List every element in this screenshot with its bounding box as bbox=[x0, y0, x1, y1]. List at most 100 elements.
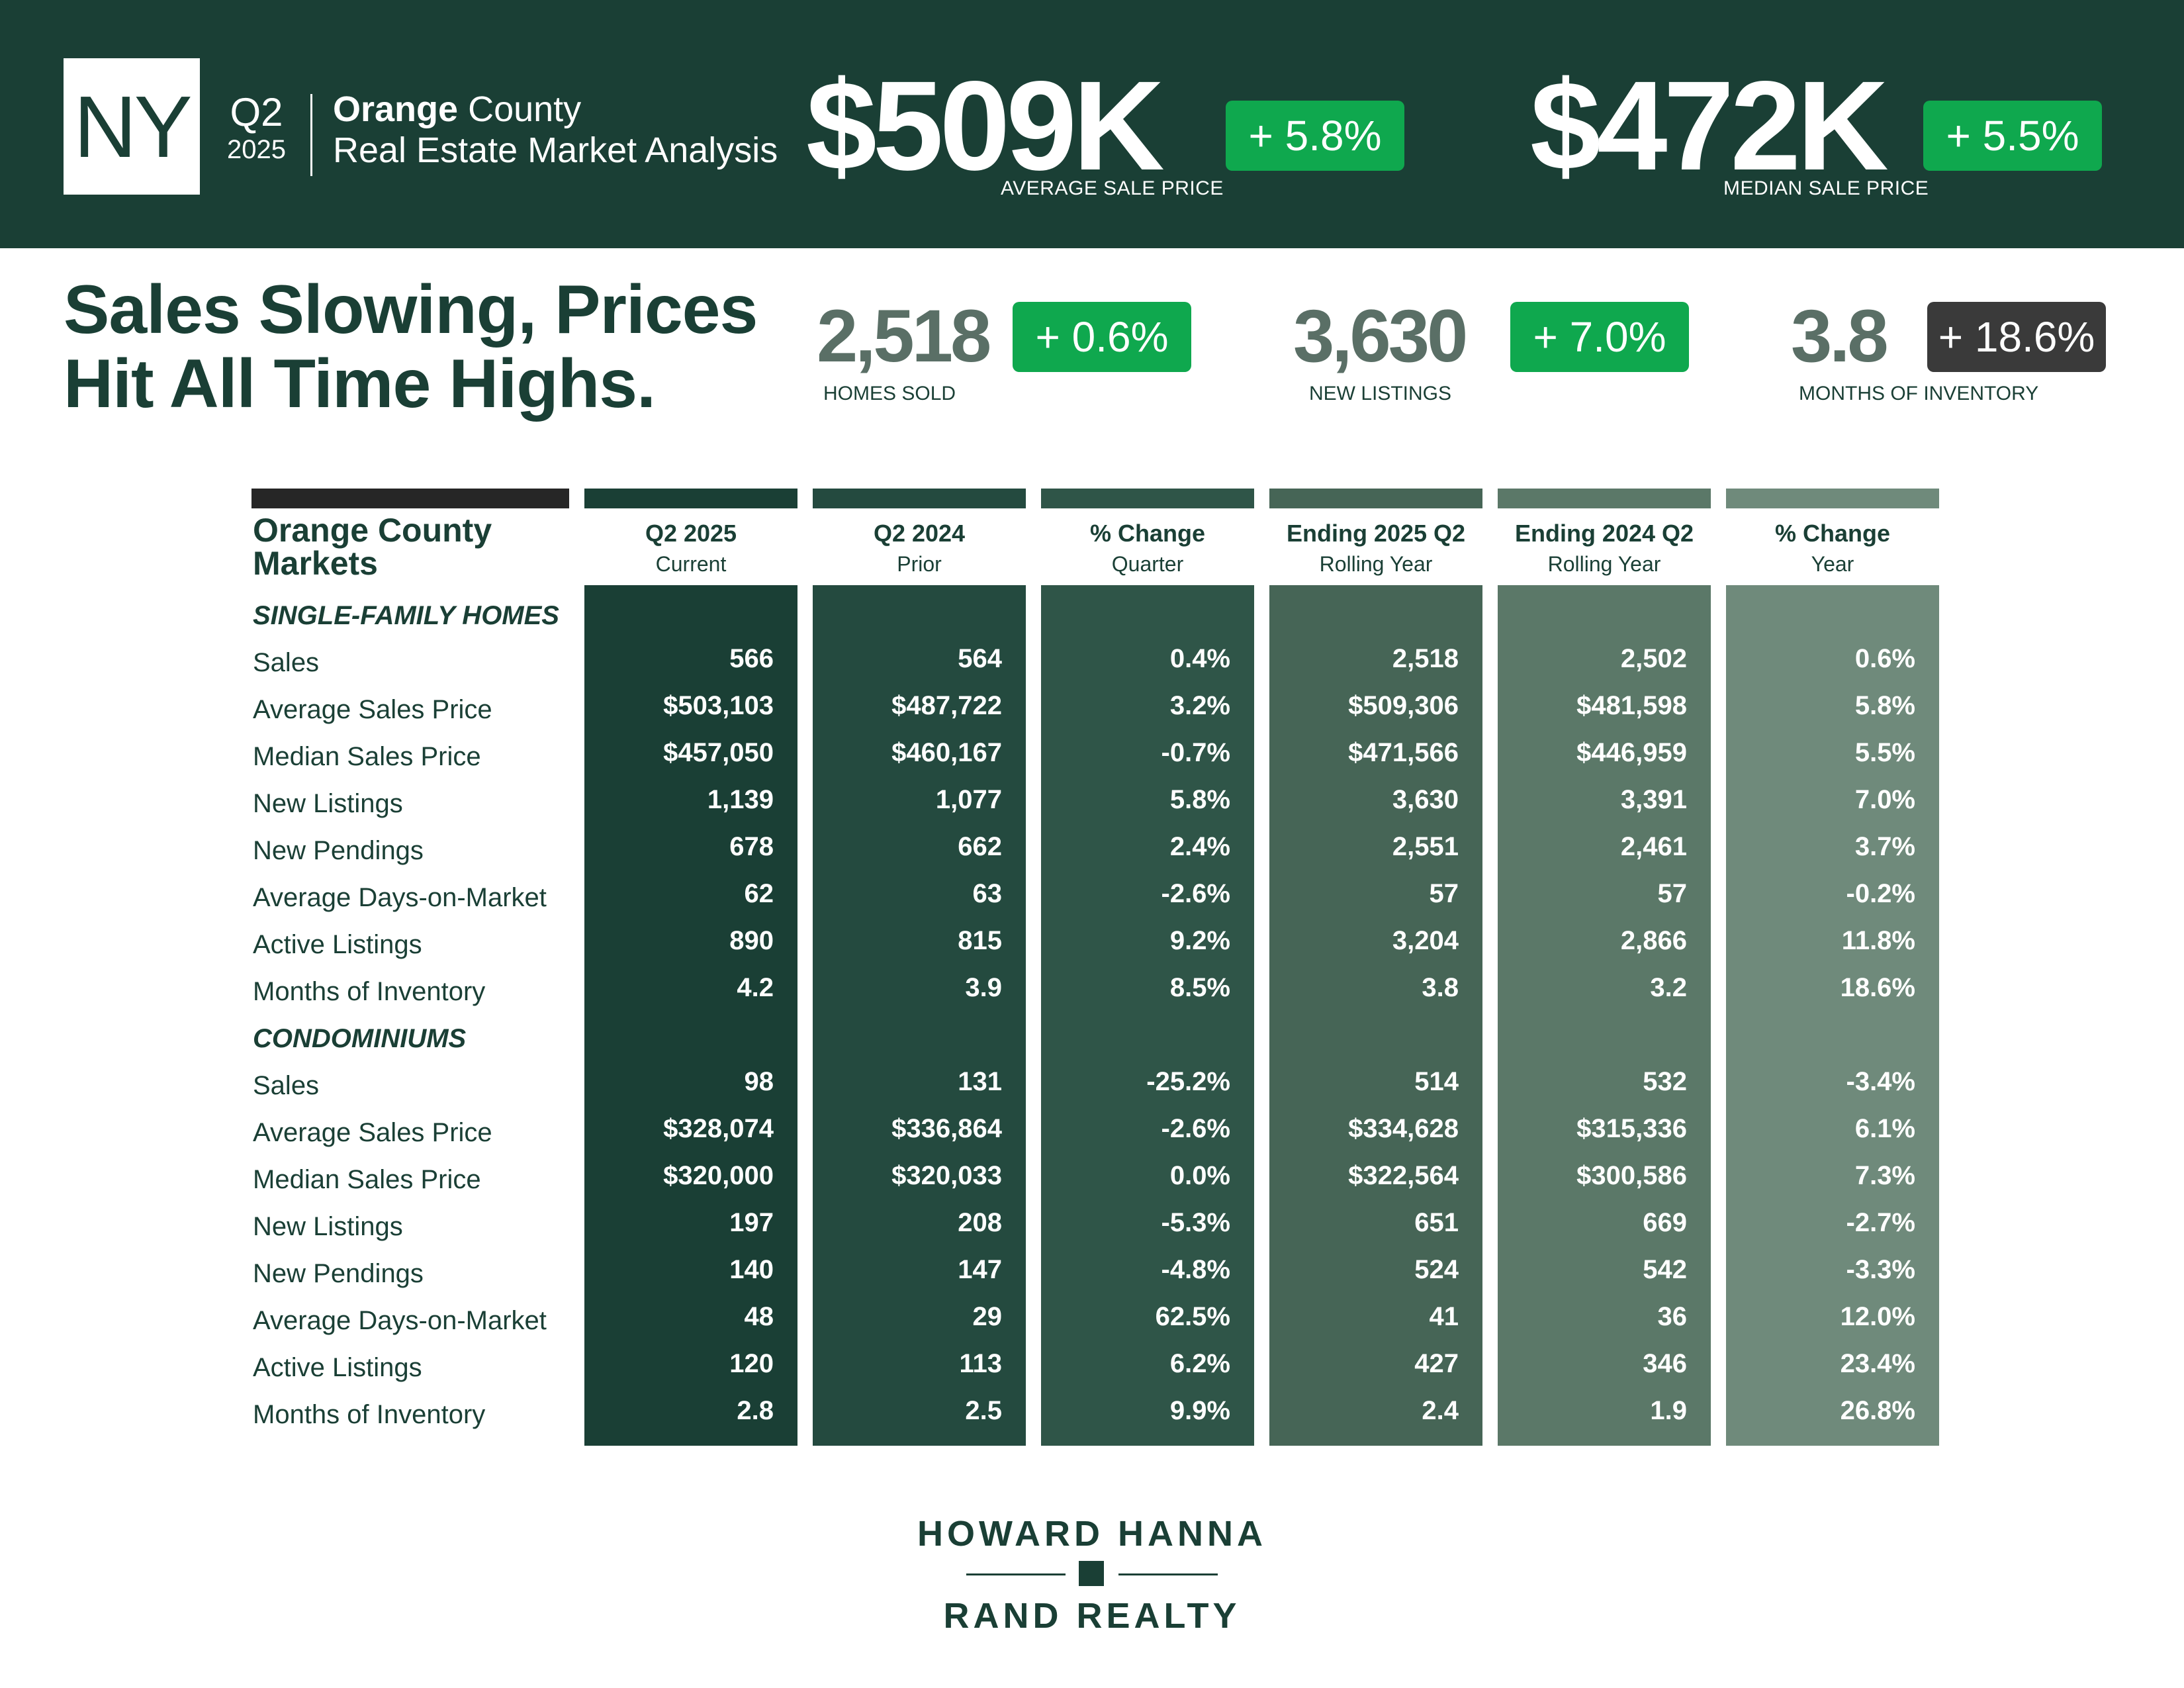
data-column-fill bbox=[1726, 585, 1939, 1446]
logo-line-right bbox=[1118, 1573, 1218, 1575]
kpi-new-listings-label: NEW LISTINGS bbox=[1309, 383, 1452, 404]
column-header-subtitle: Rolling Year bbox=[1319, 552, 1433, 576]
column-header-bar bbox=[1269, 489, 1482, 508]
column-header-bar bbox=[1726, 489, 1939, 508]
table-cell: 208 bbox=[958, 1208, 1002, 1237]
table-cell: 11.8% bbox=[1841, 926, 1915, 955]
report-subtitle: Real Estate Market Analysis bbox=[333, 130, 778, 170]
table-cell: $487,722 bbox=[891, 691, 1002, 720]
header-divider bbox=[310, 94, 312, 176]
table-cell: -2.6% bbox=[1161, 1114, 1231, 1143]
table-cell: 651 bbox=[1414, 1208, 1459, 1237]
table-cell: -0.7% bbox=[1161, 738, 1231, 767]
table-cell: 669 bbox=[1643, 1208, 1687, 1237]
table-cell: $471,566 bbox=[1348, 738, 1459, 767]
table-cell: 3,391 bbox=[1620, 785, 1687, 814]
data-column-fill bbox=[813, 585, 1026, 1446]
table-cell: 1,139 bbox=[707, 785, 774, 814]
column-header-title: Ending 2024 Q2 bbox=[1514, 520, 1694, 547]
table-cell: 532 bbox=[1643, 1067, 1687, 1096]
table-cell: $457,050 bbox=[663, 738, 774, 767]
table-cell: 542 bbox=[1643, 1255, 1687, 1284]
table-cell: 9.2% bbox=[1169, 926, 1230, 955]
section-label: SINGLE-FAMILY HOMES bbox=[253, 601, 559, 630]
column-header: Q2 2025 Current bbox=[584, 520, 797, 577]
table-cell: -25.2% bbox=[1146, 1067, 1230, 1096]
table-cell: $334,628 bbox=[1348, 1114, 1459, 1143]
table-cell: 566 bbox=[729, 644, 774, 673]
row-label: Average Sales Price bbox=[253, 1118, 492, 1147]
column-header-title: Q2 2025 bbox=[645, 520, 737, 547]
year-text: 2025 bbox=[227, 135, 286, 164]
table-cell: 514 bbox=[1414, 1067, 1459, 1096]
table-cell: 815 bbox=[958, 926, 1002, 955]
table-cell: $300,586 bbox=[1576, 1161, 1687, 1190]
table-cell: 12.0% bbox=[1840, 1302, 1915, 1331]
table-cell: 524 bbox=[1414, 1255, 1459, 1284]
table-cell: 98 bbox=[744, 1067, 774, 1096]
table-cell: 113 bbox=[959, 1349, 1002, 1378]
column-header-subtitle: Current bbox=[655, 552, 727, 576]
headline-line-2: Hit All Time Highs. bbox=[64, 346, 656, 422]
table-cell: 23.4% bbox=[1840, 1349, 1915, 1378]
table-cell: 3.2% bbox=[1169, 691, 1230, 720]
table-cell: 3.9 bbox=[965, 973, 1002, 1002]
column-header-bar bbox=[584, 489, 797, 508]
county-name: Orange bbox=[333, 89, 459, 129]
state-badge: NY bbox=[64, 58, 200, 195]
table-cell: 2,551 bbox=[1392, 832, 1459, 861]
table-cell: 29 bbox=[972, 1302, 1003, 1331]
table-cell: 62 bbox=[744, 879, 774, 908]
column-header: Q2 2024 Prior bbox=[813, 520, 1026, 577]
kpi-months-inventory-change: + 18.6% bbox=[1927, 302, 2106, 372]
table-cell: 8.5% bbox=[1169, 973, 1230, 1002]
table-cell: $336,864 bbox=[891, 1114, 1002, 1143]
table-cell: 7.3% bbox=[1854, 1161, 1915, 1190]
column-header-subtitle: Year bbox=[1811, 552, 1854, 576]
median-sale-price: $472K bbox=[1530, 54, 1889, 197]
table-cell: 678 bbox=[729, 832, 774, 861]
kpi-months-inventory-label: MONTHS OF INVENTORY bbox=[1799, 383, 2039, 404]
table-cell: $328,074 bbox=[663, 1114, 774, 1143]
table-cell: $446,959 bbox=[1576, 738, 1687, 767]
median-sale-price-label: MEDIAN SALE PRICE bbox=[1723, 177, 1929, 199]
row-label: Sales bbox=[253, 1071, 320, 1100]
column-header-bar bbox=[813, 489, 1026, 508]
table-cell: $481,598 bbox=[1576, 691, 1687, 720]
table-cell: 63 bbox=[972, 879, 1003, 908]
table-cell: 18.6% bbox=[1840, 973, 1915, 1002]
table-cell: $503,103 bbox=[663, 691, 774, 720]
table-cell: 3.8 bbox=[1422, 973, 1459, 1002]
state-badge-text: NY bbox=[73, 77, 192, 175]
logo-line-left bbox=[966, 1573, 1066, 1575]
row-label: Median Sales Price bbox=[253, 742, 481, 771]
kpi-new-listings-value: 3,630 bbox=[1293, 295, 1468, 377]
table-cell: 0.4% bbox=[1169, 644, 1230, 673]
table-cell: 3,630 bbox=[1392, 785, 1459, 814]
table-cell: 2,502 bbox=[1620, 644, 1687, 673]
table-cell: 1,077 bbox=[935, 785, 1002, 814]
table-cell: 0.6% bbox=[1854, 644, 1915, 673]
table-cell: 57 bbox=[1657, 879, 1688, 908]
table-cell: 662 bbox=[958, 832, 1002, 861]
kpi-new-listings-change: + 7.0% bbox=[1510, 302, 1689, 372]
headline-line-1: Sales Slowing, Prices bbox=[64, 271, 758, 348]
table-cell: 427 bbox=[1414, 1349, 1459, 1378]
table-title-line-1: Orange County bbox=[253, 512, 492, 549]
data-column-fill bbox=[584, 585, 797, 1446]
table-cell: 2,461 bbox=[1620, 832, 1687, 861]
avg-sale-price: $509K bbox=[806, 54, 1165, 197]
row-label: New Pendings bbox=[253, 1259, 424, 1288]
column-header: Ending 2025 Q2 Rolling Year bbox=[1269, 520, 1482, 577]
label-column-bar bbox=[251, 489, 569, 508]
table-cell: -3.4% bbox=[1846, 1067, 1916, 1096]
table-cell: -4.8% bbox=[1161, 1255, 1231, 1284]
table-cell: 2.4% bbox=[1169, 832, 1230, 861]
table-cell: 36 bbox=[1657, 1302, 1688, 1331]
table-cell: 62.5% bbox=[1155, 1302, 1230, 1331]
table-cell: 3.7% bbox=[1854, 832, 1915, 861]
table-cell: 140 bbox=[729, 1255, 774, 1284]
table-cell: 2,866 bbox=[1620, 926, 1687, 955]
table-cell: 26.8% bbox=[1840, 1396, 1915, 1425]
report-title: Orange County Real Estate Market Analysi… bbox=[333, 89, 778, 171]
